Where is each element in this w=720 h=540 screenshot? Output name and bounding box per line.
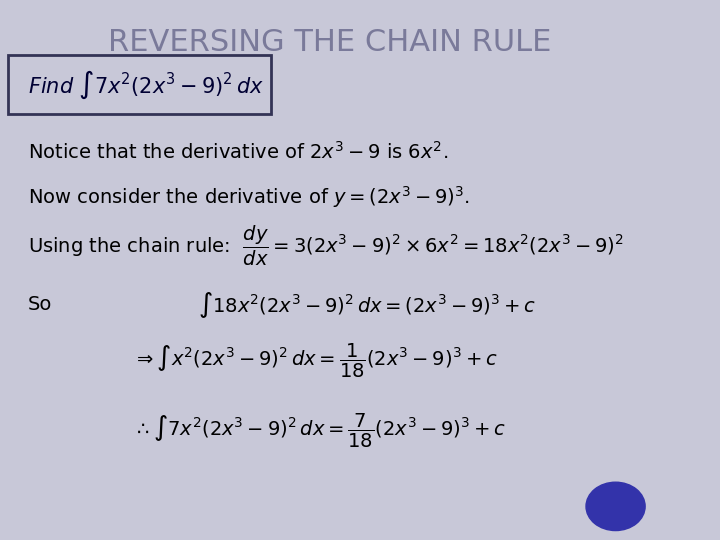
Text: Using the chain rule:  $\dfrac{dy}{dx} = 3(2x^3-9)^2 \times 6x^2 = 18x^2(2x^3-9): Using the chain rule: $\dfrac{dy}{dx} = … bbox=[27, 224, 624, 268]
FancyBboxPatch shape bbox=[8, 55, 271, 114]
Text: $\therefore \int 7x^2(2x^3-9)^2\,dx = \dfrac{7}{18}(2x^3-9)^3 + c$: $\therefore \int 7x^2(2x^3-9)^2\,dx = \d… bbox=[132, 412, 506, 450]
Text: Now consider the derivative of $y = (2x^3 - 9)^3$.: Now consider the derivative of $y = (2x^… bbox=[27, 185, 469, 211]
Text: So: So bbox=[27, 295, 52, 314]
Text: Find $\int 7x^2(2x^3-9)^2\,dx$: Find $\int 7x^2(2x^3-9)^2\,dx$ bbox=[27, 69, 264, 101]
Text: $\Rightarrow \int x^2(2x^3-9)^2\,dx = \dfrac{1}{18}(2x^3-9)^3 + c$: $\Rightarrow \int x^2(2x^3-9)^2\,dx = \d… bbox=[132, 342, 498, 380]
Text: REVERSING THE CHAIN RULE: REVERSING THE CHAIN RULE bbox=[108, 28, 552, 57]
Text: Notice that the derivative of $2x^3 - 9$ is $6x^2$.: Notice that the derivative of $2x^3 - 9$… bbox=[27, 141, 448, 163]
Text: $\int 18x^2(2x^3-9)^2\,dx = (2x^3-9)^3 + c$: $\int 18x^2(2x^3-9)^2\,dx = (2x^3-9)^3 +… bbox=[199, 290, 537, 320]
Circle shape bbox=[586, 482, 645, 531]
